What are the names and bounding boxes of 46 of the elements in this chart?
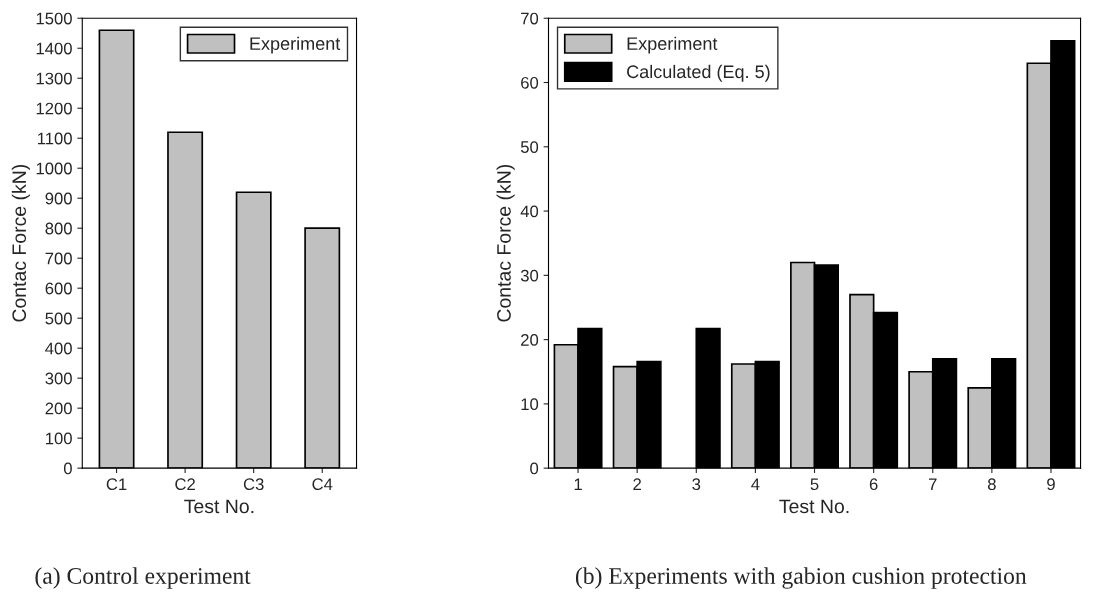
- y-tick-label: 700: [45, 252, 72, 265]
- x-axis-title: Test No.: [779, 499, 849, 514]
- x-tick-label: 3: [692, 478, 701, 491]
- y-tick-label: 30: [520, 269, 539, 282]
- y-axis-title: Contac Force (kN): [496, 164, 515, 322]
- y-tick-label: 20: [521, 334, 539, 346]
- x-tick-label: C3: [243, 478, 264, 491]
- y-tick-label: 1400: [36, 42, 72, 55]
- x-tick-label: 7: [928, 478, 937, 490]
- x-tick-label: C4: [312, 478, 333, 491]
- y-tick-label: 1500: [36, 12, 72, 25]
- y-tick-label: 900: [45, 192, 72, 205]
- y-tick-label: 400: [45, 342, 72, 355]
- y-tick-label: 1000: [36, 162, 72, 175]
- x-tick-label: C2: [175, 478, 195, 491]
- y-tick-label: 10: [521, 398, 539, 411]
- y-axis-title: Contac Force (kN): [11, 164, 30, 322]
- text: (a) Control experiment: [35, 567, 251, 589]
- x-tick-label: 9: [1047, 478, 1055, 491]
- y-tick-label: 1300: [36, 72, 72, 85]
- y-tick-label: 300: [45, 372, 72, 385]
- legend-label: Experiment: [250, 36, 341, 54]
- x-tick-label: 1: [574, 478, 582, 490]
- y-tick-label: 800: [45, 222, 72, 235]
- x-tick-label: 6: [869, 478, 878, 491]
- y-tick-label: 60: [521, 76, 539, 89]
- y-tick-label: 100: [46, 432, 72, 445]
- x-tick-label: 8: [987, 478, 996, 491]
- y-tick-label: 1200: [36, 102, 72, 115]
- text: (b) Experiments with gabion cushion protection: [575, 567, 1027, 589]
- y-tick-label: 50: [520, 141, 539, 153]
- legend-label: Experiment: [627, 36, 718, 54]
- x-tick-label: 2: [633, 478, 641, 490]
- y-tick-label: 70: [521, 12, 539, 25]
- y-tick-label: 40: [520, 205, 539, 218]
- x-axis-title: Test No.: [184, 499, 254, 514]
- y-tick-label: 600: [45, 282, 72, 295]
- legend-label: Calculated (Eq. 5): [627, 64, 770, 82]
- y-tick-label: 0: [63, 462, 72, 475]
- y-tick-label: 1100: [37, 132, 72, 145]
- x-tick-label: C1: [106, 478, 127, 491]
- x-tick-label: 4: [751, 478, 760, 490]
- y-tick-label: 0: [530, 462, 539, 475]
- y-tick-label: 200: [45, 402, 72, 415]
- y-tick-label: 500: [45, 312, 72, 325]
- x-tick-label: 5: [810, 478, 819, 491]
